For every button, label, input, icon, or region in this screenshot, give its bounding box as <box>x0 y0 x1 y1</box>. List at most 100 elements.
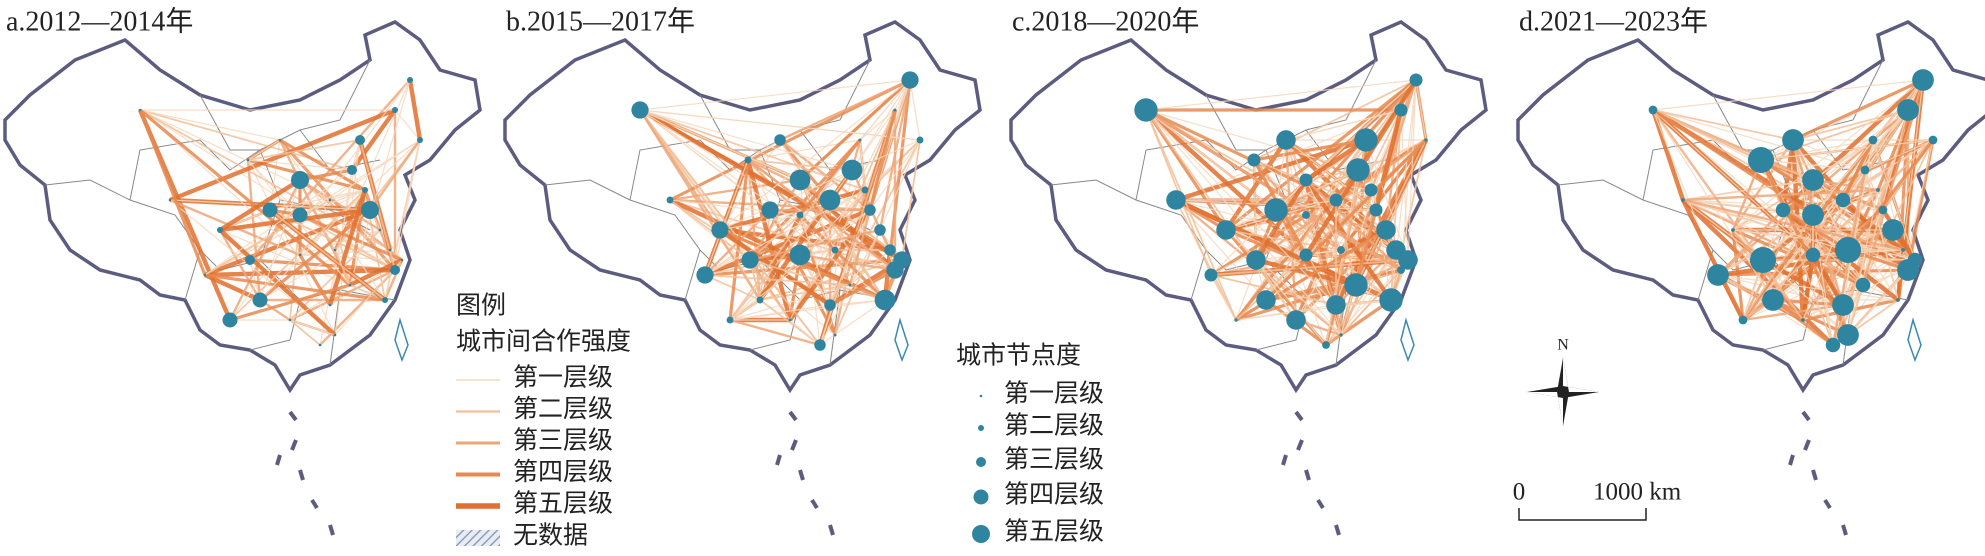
city-node <box>333 333 337 337</box>
cooperation-link <box>1225 78 1417 232</box>
cooperation-link <box>745 159 793 321</box>
cooperation-link <box>407 79 423 141</box>
cooperation-link <box>779 78 911 142</box>
cooperation-link <box>1846 139 1935 251</box>
city-node <box>893 108 897 112</box>
city-node <box>1747 146 1775 174</box>
city-node <box>1860 165 1870 175</box>
cooperation-link <box>139 109 396 271</box>
city-node <box>1379 288 1403 312</box>
cooperation-link <box>1847 189 1879 336</box>
cooperation-link <box>1652 109 1814 256</box>
city-node <box>245 255 255 265</box>
cooperation-link <box>829 209 871 306</box>
cooperation-link <box>1225 229 1342 251</box>
cooperation-link <box>1275 139 1287 211</box>
panels <box>3 20 1985 537</box>
cooperation-link <box>1390 109 1402 301</box>
cooperation-link <box>1652 109 1804 321</box>
panel-title: b.2015—2017年 <box>506 5 695 37</box>
city-node <box>744 156 752 164</box>
cooperation-link <box>819 229 881 346</box>
cooperation-link <box>669 199 801 216</box>
city-node <box>1832 294 1854 316</box>
cooperation-link <box>639 109 791 321</box>
cooperation-link <box>359 139 396 271</box>
cooperation-link <box>729 284 851 321</box>
cooperation-link <box>1732 79 1924 231</box>
city-node <box>1256 290 1276 310</box>
city-node <box>347 165 357 175</box>
cooperation-link <box>1145 109 1359 171</box>
city-node <box>696 266 714 284</box>
cooperation-link <box>1365 139 1409 261</box>
cooperation-link <box>639 109 853 171</box>
city-node <box>789 169 811 191</box>
city-node <box>1801 318 1805 322</box>
cooperation-link <box>289 319 336 336</box>
city-node <box>246 158 250 162</box>
cooperation-link <box>1812 139 1874 181</box>
cooperation-link <box>1652 109 1762 161</box>
city-node <box>355 135 365 145</box>
node-legend-swatch <box>976 457 986 467</box>
city-node <box>761 201 779 219</box>
panel-title: a.2012—2014年 <box>6 5 193 37</box>
cooperation-link <box>247 159 351 286</box>
city-node <box>1264 198 1288 222</box>
city-node <box>1749 246 1777 274</box>
cooperation-link <box>246 159 262 301</box>
cooperation-link <box>849 249 891 286</box>
city-node <box>858 138 862 142</box>
city-node <box>382 297 388 303</box>
scale-start: 0 <box>1513 479 1526 506</box>
cooperation-link <box>1782 209 1834 346</box>
city-node <box>1302 211 1310 219</box>
city-node <box>1648 105 1658 115</box>
city-node <box>168 198 172 202</box>
city-node <box>1731 228 1735 232</box>
city-node <box>1868 135 1878 145</box>
cooperation-link <box>289 319 321 346</box>
cooperation-link <box>1732 179 1814 231</box>
cooperation-link <box>204 169 353 276</box>
cooperation-link <box>1841 139 1875 201</box>
cooperation-link <box>1741 139 1875 321</box>
city-node <box>1834 236 1862 264</box>
link-legend-label: 第五层级 <box>513 490 613 518</box>
city-node <box>711 221 729 239</box>
cooperation-link <box>1415 79 1427 141</box>
city-node <box>1424 138 1428 142</box>
city-node <box>292 207 308 223</box>
city-node <box>1897 99 1919 121</box>
cooperation-link <box>819 299 886 346</box>
cooperation-link <box>1253 138 1367 162</box>
city-node <box>874 289 896 311</box>
cooperation-link <box>1225 189 1372 231</box>
cooperation-link <box>1717 274 1899 301</box>
city-node <box>390 265 400 275</box>
city-node <box>1896 298 1900 302</box>
panel-title: c.2018—2020年 <box>1012 5 1199 37</box>
cooperation-link <box>247 139 281 161</box>
city-node <box>378 228 382 232</box>
cooperation-link <box>669 199 751 261</box>
city-node <box>252 292 268 308</box>
cooperation-link <box>1145 108 1402 272</box>
city-node <box>203 273 207 277</box>
city-node <box>1928 135 1938 145</box>
city-node <box>1398 250 1418 270</box>
cooperation-link <box>1407 79 1417 261</box>
city-node <box>1805 247 1821 263</box>
cooperation-link <box>848 209 872 286</box>
cooperation-link <box>383 259 404 301</box>
cooperation-link <box>829 139 921 306</box>
cooperation-link <box>1812 178 1879 192</box>
city-node <box>841 159 863 181</box>
cooperation-link <box>369 139 421 211</box>
cooperation-link <box>638 109 762 301</box>
cooperation-link <box>798 78 912 182</box>
cooperation-link <box>639 109 896 271</box>
map-panel <box>1516 20 1985 537</box>
cooperation-link <box>299 139 421 256</box>
